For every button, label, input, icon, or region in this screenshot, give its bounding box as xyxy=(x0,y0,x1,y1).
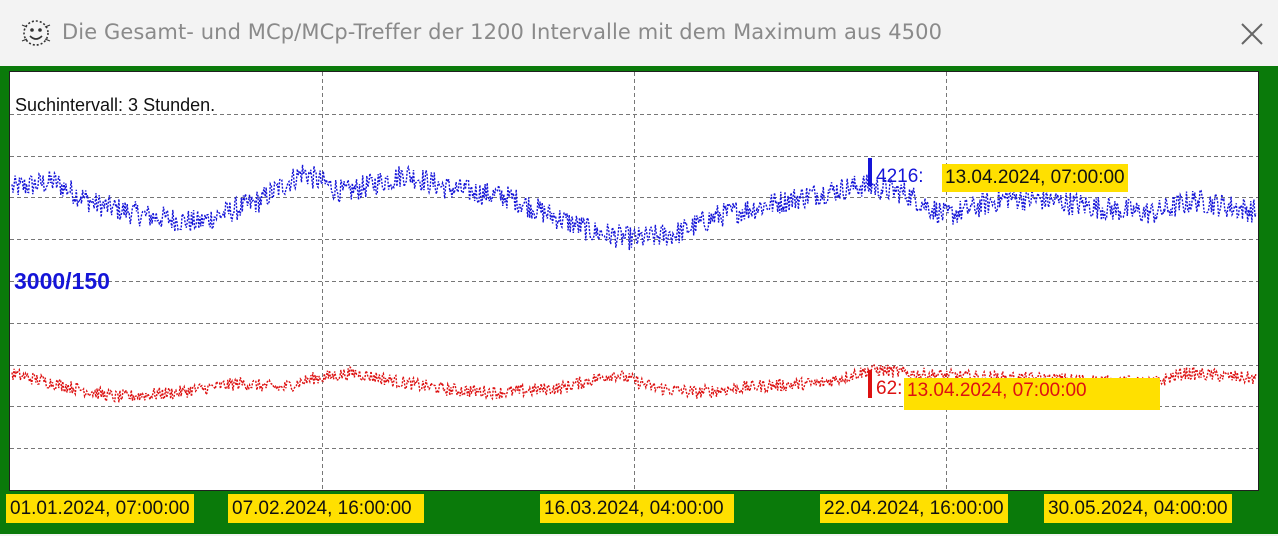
mcp-max-date: 13.04.2024, 07:00:00 xyxy=(904,378,1160,410)
x-tick-label: 01.01.2024, 07:00:00 xyxy=(6,494,194,523)
mcp-max-value: 62: xyxy=(876,378,903,399)
total-max-value: 4216: xyxy=(876,166,924,187)
x-tick-label: 07.02.2024, 16:00:00 xyxy=(228,494,424,523)
max-marker-mcp xyxy=(868,370,872,398)
x-tick-label: 16.03.2024, 04:00:00 xyxy=(540,494,734,523)
dotted-smiley-icon xyxy=(21,20,51,46)
x-tick-label: 22.04.2024, 16:00:00 xyxy=(820,494,1008,523)
total-max-date: 13.04.2024, 07:00:00 xyxy=(942,164,1128,192)
scale-label: 3000/150 xyxy=(14,268,110,294)
chart-frame: Suchintervall: 3 Stunden. 3000/150 4216:… xyxy=(0,66,1278,534)
window-title: Die Gesamt- und MCp/MCp-Treffer der 1200… xyxy=(62,20,943,44)
plot-area: Suchintervall: 3 Stunden. 3000/150 4216:… xyxy=(9,71,1259,491)
title-bar: Die Gesamt- und MCp/MCp-Treffer der 1200… xyxy=(0,0,1278,66)
x-tick-label: 30.05.2024, 04:00:00 xyxy=(1044,494,1232,523)
line-chart xyxy=(10,72,1258,490)
series-line-total xyxy=(11,164,1257,251)
interval-label: Suchintervall: 3 Stunden. xyxy=(15,95,216,115)
max-marker-total xyxy=(868,158,872,186)
close-icon[interactable] xyxy=(1232,14,1272,54)
